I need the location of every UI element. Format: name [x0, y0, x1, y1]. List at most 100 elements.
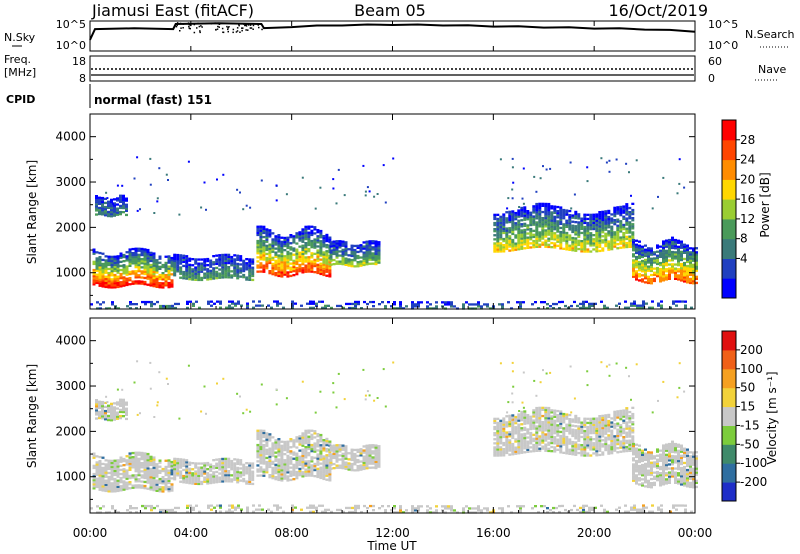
power-cell — [152, 252, 156, 255]
power-cell — [129, 303, 132, 306]
velocity-cell — [188, 463, 192, 466]
power-cell — [653, 253, 656, 256]
power-cell — [224, 255, 228, 258]
velocity-cell — [502, 423, 506, 426]
noise-speck — [247, 29, 249, 31]
velocity-cell — [607, 428, 611, 431]
power-cell — [122, 255, 126, 259]
power-cell — [277, 240, 281, 243]
velocity-cell — [329, 445, 333, 448]
power-cell — [613, 221, 617, 224]
velocity-cell — [277, 458, 281, 461]
power-cell — [523, 208, 527, 211]
power-cell — [104, 271, 108, 274]
power-cell — [286, 250, 290, 254]
velocity-cell — [625, 431, 629, 434]
velocity-cell — [350, 458, 354, 462]
noise-speck — [241, 27, 243, 29]
velocity-cell — [514, 422, 518, 425]
power-cell — [338, 254, 342, 257]
power-cell — [116, 207, 119, 210]
velocity-cell — [610, 437, 614, 440]
power-speck — [136, 209, 139, 212]
power-cell — [292, 247, 296, 250]
power-cell — [635, 245, 638, 248]
power-cell — [233, 266, 237, 269]
power-cell — [529, 230, 533, 233]
velocity-cell — [508, 435, 512, 438]
power-cell — [644, 275, 647, 278]
noise-speck — [180, 27, 182, 29]
velocity-cell — [146, 465, 150, 468]
power-cell — [622, 211, 626, 214]
velocity-cell — [529, 421, 533, 424]
velocity-cell — [571, 430, 575, 433]
power-cell — [310, 252, 314, 255]
power-cell — [610, 217, 614, 220]
power-cell — [176, 264, 180, 267]
velocity-cell — [550, 435, 554, 438]
power-cell — [496, 248, 500, 251]
power-cell — [280, 248, 284, 252]
velocity-cell — [328, 442, 332, 445]
velocity-cell — [362, 451, 366, 454]
power-colorbar-swatch — [722, 120, 736, 141]
velocity-cell — [295, 462, 299, 465]
power-cell — [535, 209, 539, 212]
power-cell — [329, 241, 333, 244]
velocity-cell — [601, 414, 605, 417]
power-cell — [298, 239, 302, 242]
velocity-cell — [532, 439, 536, 443]
velocity-cell — [286, 467, 290, 470]
velocity-cell — [143, 452, 147, 455]
noise-speck — [218, 23, 221, 25]
velocity-cell — [179, 458, 183, 461]
power-cell — [345, 302, 348, 306]
velocity-cell — [613, 435, 617, 438]
power-cell — [604, 212, 608, 215]
power-cell — [665, 268, 668, 271]
power-cell — [101, 266, 105, 270]
velocity-cell — [607, 450, 611, 453]
velocity-cell — [604, 444, 608, 448]
velocity-cell — [143, 460, 147, 463]
power-cell — [262, 229, 266, 233]
power-cell — [538, 237, 542, 240]
power-cell — [227, 268, 231, 271]
velocity-cell — [197, 466, 201, 469]
velocity-cell — [368, 456, 372, 459]
power-cell — [140, 270, 144, 273]
velocity-cell — [170, 487, 174, 490]
power-cell — [526, 240, 530, 243]
power-cell — [149, 280, 153, 283]
power-cell — [224, 253, 228, 256]
velocity-cell — [532, 409, 536, 412]
velocity-cell — [182, 477, 186, 480]
noise-speck — [188, 27, 191, 30]
power-cell — [319, 248, 323, 251]
noise-speck — [198, 25, 201, 28]
power-cell — [307, 239, 311, 243]
power-cell — [228, 304, 231, 307]
velocity-cell — [496, 438, 500, 441]
velocity-cell — [265, 460, 269, 464]
velocity-cell — [289, 456, 293, 459]
velocity-cell — [362, 461, 366, 464]
power-cell — [98, 264, 102, 267]
velocity-cell — [625, 441, 629, 445]
power-cell — [526, 236, 530, 239]
velocity-cell — [541, 423, 545, 426]
power-cell — [149, 282, 153, 285]
power-cell — [517, 231, 521, 235]
velocity-cell — [595, 443, 599, 447]
power-cell — [104, 255, 108, 258]
power-cell — [517, 240, 521, 243]
velocity-cell — [161, 469, 165, 473]
power-cell — [477, 301, 480, 304]
velocity-cell — [517, 429, 521, 432]
velocity-cell — [607, 438, 611, 441]
power-cell — [200, 270, 204, 273]
power-cell — [635, 270, 638, 273]
power-cell — [102, 301, 105, 304]
power-cell — [128, 262, 132, 265]
